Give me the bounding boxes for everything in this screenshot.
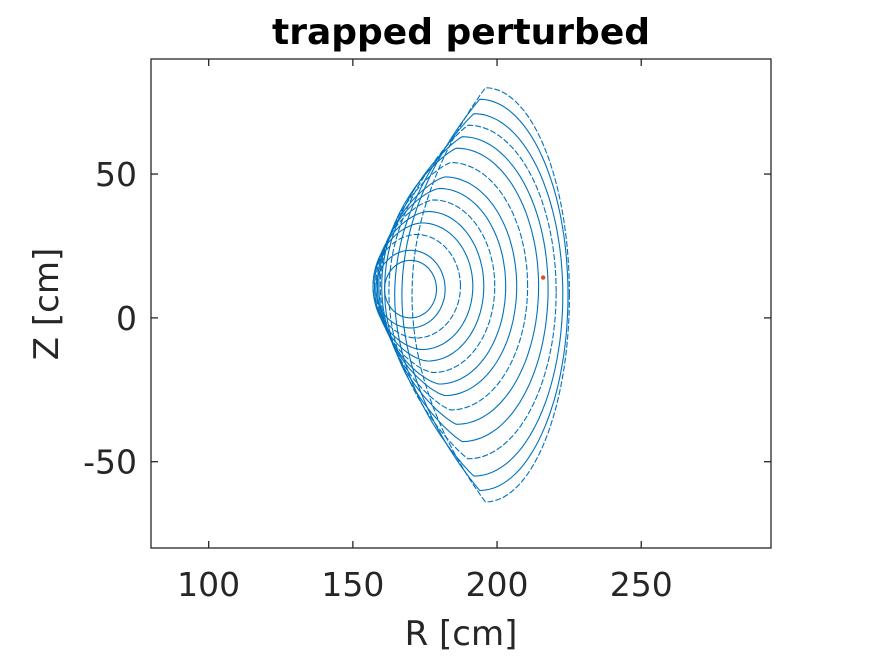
- orbit-curve: [378, 176, 518, 397]
- orbit-curve: [373, 210, 485, 362]
- x-axis-label: R [cm]: [405, 614, 518, 654]
- orbit-curve: [411, 87, 570, 503]
- start-point-marker: [540, 275, 546, 280]
- orbit-curve: [401, 98, 569, 492]
- orbit-curve: [379, 162, 529, 411]
- orbit-curve: [375, 249, 446, 329]
- orbit-curve: [394, 113, 564, 477]
- y-tick-label: -50: [83, 443, 137, 482]
- orbit-curve: [375, 199, 496, 374]
- chart-title: trapped perturbed: [272, 12, 650, 53]
- orbit-curve: [372, 222, 474, 351]
- x-tick-label: 150: [321, 565, 384, 604]
- plot-area: [372, 87, 570, 503]
- orbit-curve: [376, 187, 507, 385]
- orbit-curve: [381, 147, 540, 425]
- y-axis-ticks: -50 0 50: [83, 155, 771, 482]
- orbit-curve: [388, 124, 557, 460]
- y-tick-label: 0: [116, 299, 137, 338]
- x-tick-label: 200: [466, 565, 529, 604]
- x-tick-label: 100: [177, 565, 240, 604]
- x-tick-label: 250: [610, 565, 673, 604]
- axes-box: [150, 58, 772, 549]
- y-tick-label: 50: [95, 155, 137, 194]
- y-axis-label: Z [cm]: [27, 248, 67, 360]
- orbit-curve: [384, 136, 549, 443]
- x-axis-ticks: 100 150 200 250: [177, 59, 673, 604]
